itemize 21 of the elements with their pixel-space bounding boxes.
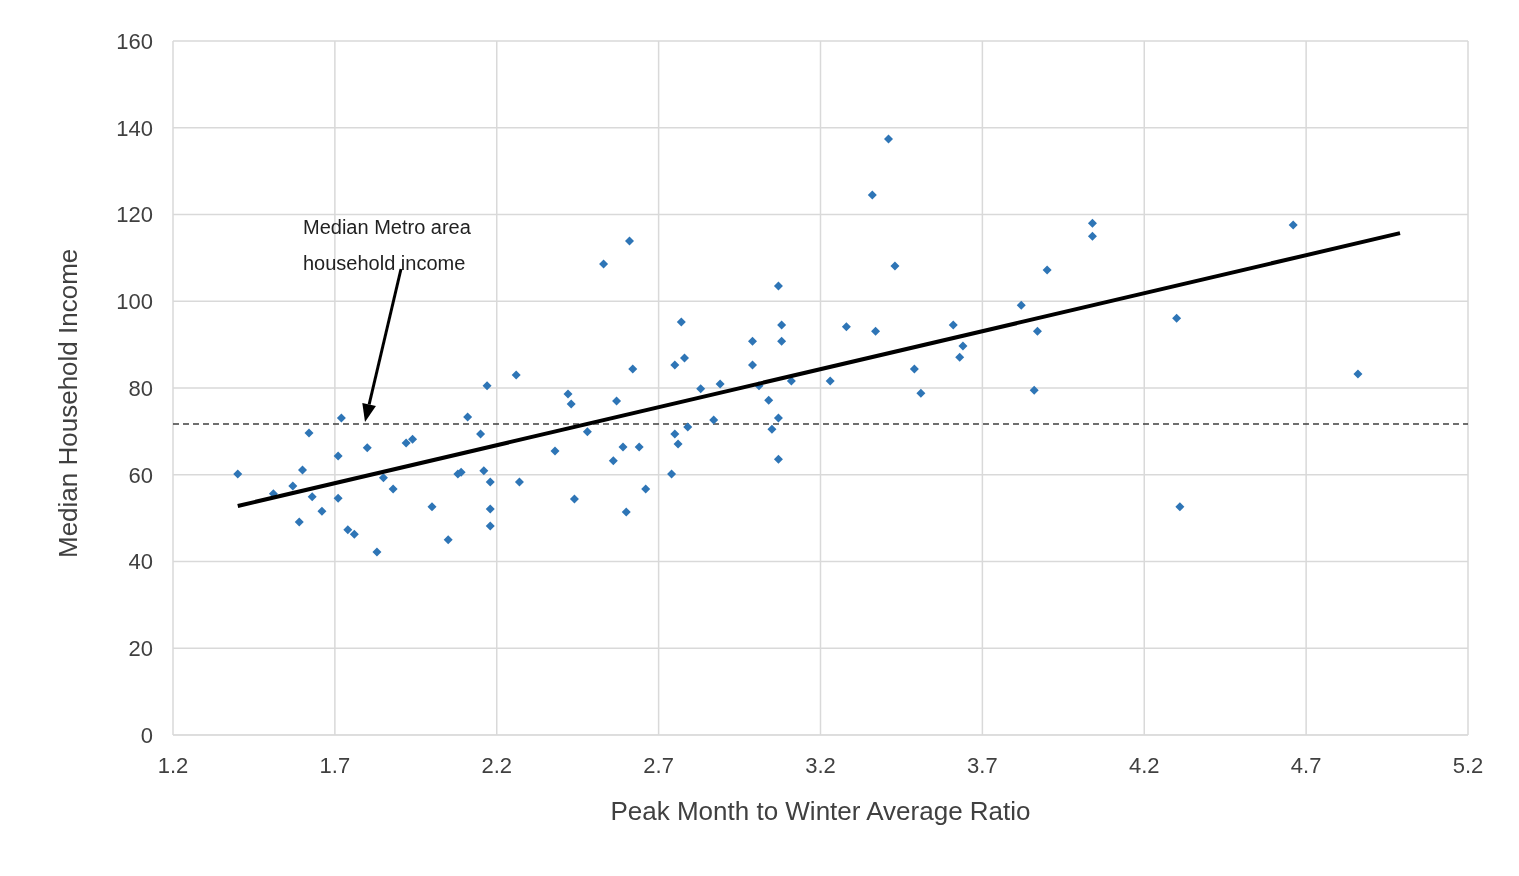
y-tick-label: 160 <box>116 28 153 54</box>
y-tick-label: 120 <box>116 202 153 228</box>
y-axis-title: Median Household Income <box>53 248 84 558</box>
x-axis-title: Peak Month to Winter Average Ratio <box>610 796 1031 826</box>
y-tick-label: 80 <box>128 375 153 401</box>
x-tick-label: 4.2 <box>1128 752 1160 778</box>
x-tick-label: 1.2 <box>157 752 189 778</box>
x-tick-label: 3.7 <box>967 752 998 778</box>
x-tick-label: 4.7 <box>1290 752 1322 778</box>
x-tick-label: 2.2 <box>481 752 513 778</box>
y-tick-label: 100 <box>116 289 153 315</box>
y-tick-label: 0 <box>140 722 153 748</box>
y-tick-label: 20 <box>128 636 153 662</box>
y-tick-label: 140 <box>116 115 153 141</box>
x-tick-label: 2.7 <box>643 752 674 778</box>
x-tick-label: 3.2 <box>805 752 836 778</box>
x-tick-label: 1.7 <box>319 752 351 778</box>
x-tick-label: 5.2 <box>1452 752 1484 778</box>
y-tick-label: 60 <box>128 462 153 488</box>
y-tick-label: 40 <box>128 549 153 575</box>
ref-line-label: Median Metro area household income <box>303 216 472 274</box>
